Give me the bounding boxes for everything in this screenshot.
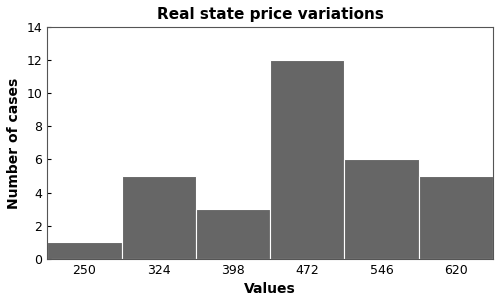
Bar [122,176,196,259]
Bar [419,176,493,259]
Bar [47,242,122,259]
X-axis label: Values: Values [244,282,296,296]
Y-axis label: Number of cases: Number of cases [7,77,21,208]
Bar [344,159,419,259]
Title: Real state price variations: Real state price variations [156,7,384,22]
Bar [270,60,344,259]
Bar [196,209,270,259]
